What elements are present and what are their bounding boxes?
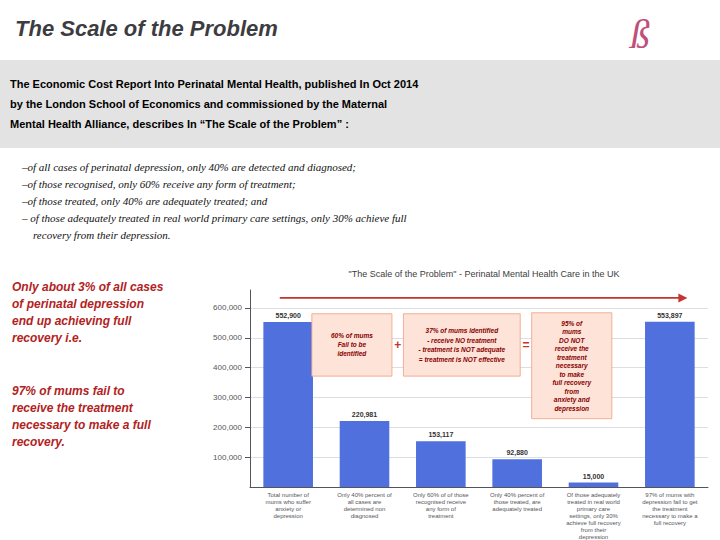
svg-text:The Scale of the Problem: The Scale of the Problem <box>15 16 278 41</box>
svg-text:end up achieving full: end up achieving full <box>12 314 132 328</box>
svg-text:receive the: receive the <box>555 345 589 352</box>
svg-text:mums who suffer: mums who suffer <box>265 499 311 505</box>
svg-text:300,000: 300,000 <box>213 393 242 402</box>
svg-text:diagnosed: diagnosed <box>351 513 379 519</box>
svg-text:Only about 3% of all cases: Only about 3% of all cases <box>12 280 164 294</box>
svg-text:=: = <box>522 338 529 352</box>
svg-text:necessary to make a full: necessary to make a full <box>12 418 151 432</box>
svg-text:–of all cases of perinatal dep: –of all cases of perinatal depression, o… <box>21 161 356 173</box>
svg-text:necessary to make a: necessary to make a <box>642 513 698 519</box>
svg-text:The Economic Cost Report Into: The Economic Cost Report Into Perinatal … <box>10 78 419 90</box>
svg-text:Only 60% of of those: Only 60% of of those <box>413 492 469 498</box>
svg-text:500,000: 500,000 <box>213 333 242 342</box>
svg-text:15,000: 15,000 <box>583 473 605 481</box>
svg-text:to make: to make <box>559 371 584 378</box>
svg-text:determined non: determined non <box>344 506 386 512</box>
svg-text:by the London School of Econom: by the London School of Economics and co… <box>10 98 387 110</box>
svg-text:identified: identified <box>337 350 367 357</box>
svg-text:153,117: 153,117 <box>428 431 453 439</box>
svg-text:depression fail to get: depression fail to get <box>642 499 698 505</box>
svg-text:depression: depression <box>579 534 608 540</box>
svg-text:from: from <box>565 388 580 395</box>
svg-text:Of those adequately: Of those adequately <box>567 492 621 498</box>
svg-text:200,000: 200,000 <box>213 423 242 432</box>
svg-text:recovery.: recovery. <box>12 435 65 449</box>
svg-text:92,880: 92,880 <box>506 449 528 457</box>
svg-text:60% of mums: 60% of mums <box>331 332 373 339</box>
svg-text:of perinatal depression: of perinatal depression <box>12 297 144 311</box>
svg-text:Only 40% percent of: Only 40% percent of <box>490 492 545 498</box>
svg-text:Total number of: Total number of <box>267 492 309 498</box>
svg-text:400,000: 400,000 <box>213 363 242 372</box>
svg-text:"The Scale of the Problem" - P: "The Scale of the Problem" - Perinatal M… <box>348 269 619 279</box>
svg-text:adequately treated: adequately treated <box>492 506 542 512</box>
svg-text:Mental Health Alliance, descri: Mental Health Alliance, describes In “Th… <box>10 118 349 130</box>
svg-text:- treatment is NOT adequate: - treatment is NOT adequate <box>418 346 505 354</box>
svg-text:necessary: necessary <box>556 362 588 370</box>
svg-text:= treatment is NOT effective: = treatment is NOT effective <box>419 356 505 363</box>
svg-text:552,900: 552,900 <box>276 312 301 320</box>
svg-text:full recovery: full recovery <box>654 520 686 526</box>
svg-text:– of those adequately treated: – of those adequately treated in real wo… <box>21 212 407 224</box>
svg-text:the treatment: the treatment <box>652 506 688 512</box>
svg-text:–of those recognised, only 60%: –of those recognised, only 60% receive a… <box>21 178 296 190</box>
svg-text:recovery from their depression: recovery from their depression. <box>22 229 170 241</box>
svg-text:all cases are: all cases are <box>348 499 382 505</box>
svg-text:553,897: 553,897 <box>657 312 682 320</box>
svg-text:DO NOT: DO NOT <box>559 337 585 344</box>
svg-text:depression: depression <box>554 405 589 413</box>
svg-text:any form of: any form of <box>426 506 456 512</box>
svg-text:achieve full recovery: achieve full recovery <box>566 520 621 526</box>
svg-text:37% of mums identified: 37% of mums identified <box>426 327 500 334</box>
svg-text:ß: ß <box>628 12 650 57</box>
svg-text:95% of: 95% of <box>561 320 583 327</box>
svg-text:settings, only 30%: settings, only 30% <box>569 513 618 519</box>
svg-text:600,000: 600,000 <box>213 303 242 312</box>
svg-text:anxiety or: anxiety or <box>275 506 301 512</box>
svg-text:from their: from their <box>581 527 606 533</box>
svg-text:+: + <box>394 338 401 352</box>
svg-text:depression: depression <box>273 513 302 519</box>
svg-text:treatment: treatment <box>428 513 454 519</box>
svg-text:full recovery: full recovery <box>552 379 591 387</box>
svg-text:97% of mums fail to: 97% of mums fail to <box>12 384 125 398</box>
svg-text:mums: mums <box>562 328 582 335</box>
svg-text:Fail to be: Fail to be <box>338 341 367 348</box>
svg-text:receive the treatment: receive the treatment <box>12 401 134 415</box>
svg-text:recognised receive: recognised receive <box>416 499 467 505</box>
svg-text:100,000: 100,000 <box>213 453 242 462</box>
svg-text:97% of mums with: 97% of mums with <box>645 492 694 498</box>
svg-text:–of those treated, only 40% ar: –of those treated, only 40% are adequate… <box>21 195 268 207</box>
svg-text:treated in real world: treated in real world <box>567 499 620 505</box>
svg-text:primary care: primary care <box>577 506 611 512</box>
svg-text:anxiety and: anxiety and <box>554 396 591 404</box>
svg-text:treatment: treatment <box>557 354 587 361</box>
svg-text:those treated, are: those treated, are <box>494 499 542 505</box>
svg-text:recovery i.e.: recovery i.e. <box>12 331 82 345</box>
svg-text:- receive NO treatment: - receive NO treatment <box>427 337 497 344</box>
svg-text:220,981: 220,981 <box>352 411 377 419</box>
svg-text:Only 40% percent of: Only 40% percent of <box>337 492 392 498</box>
